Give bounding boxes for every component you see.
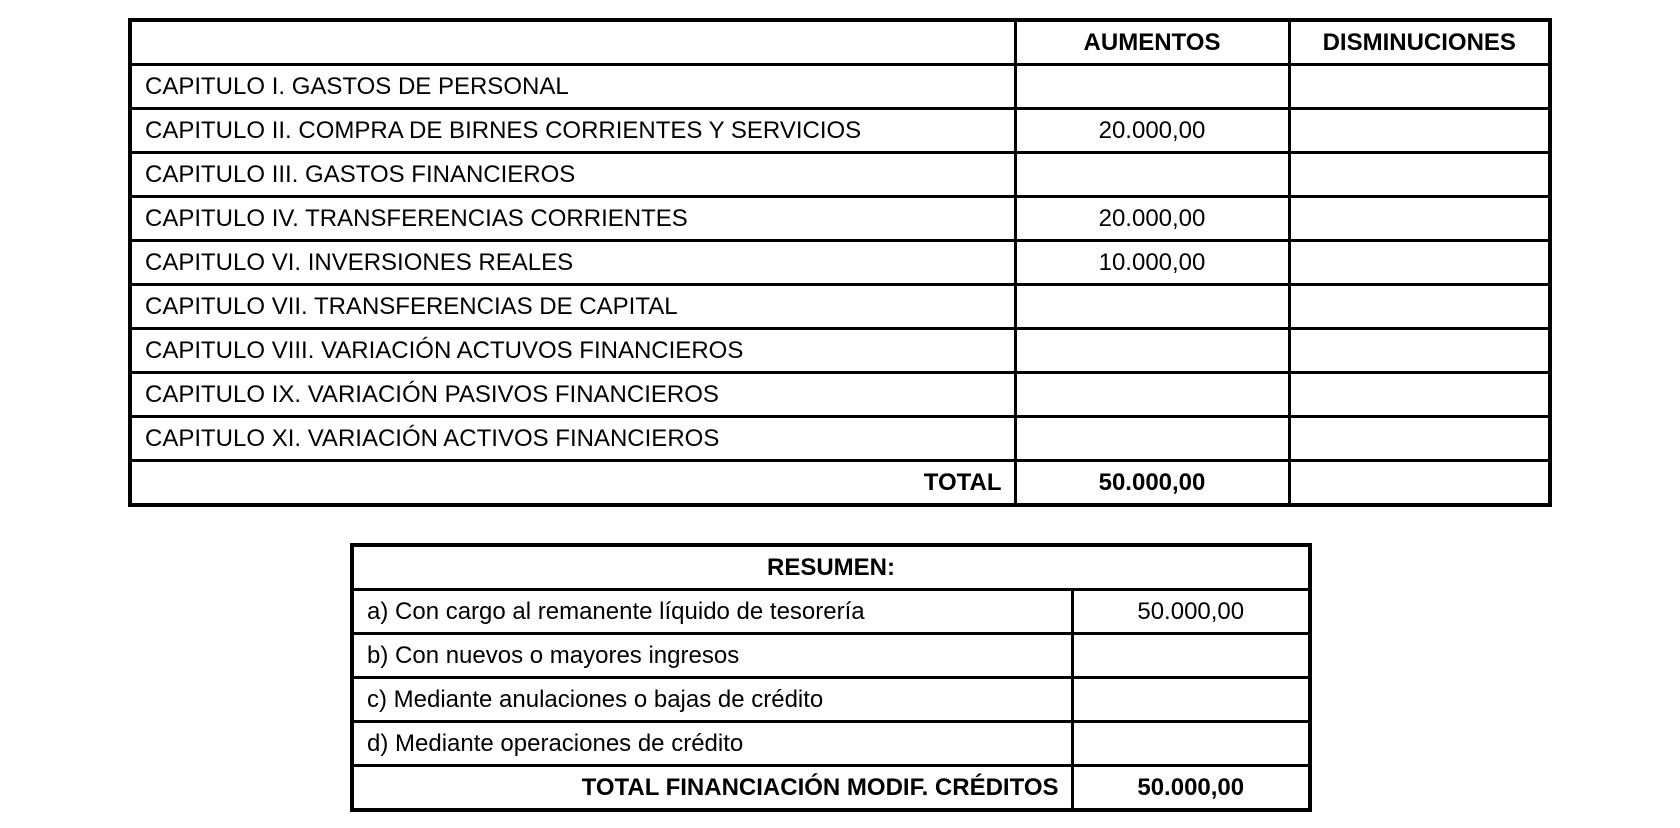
capitulo-label: CAPITULO II. COMPRA DE BIRNES CORRIENTES…: [128, 107, 1017, 154]
capitulo-label: CAPITULO VI. INVERSIONES REALES: [128, 239, 1017, 286]
resumen-value: [1070, 676, 1312, 723]
resumen-rows: a) Con cargo al remanente líquido de tes…: [350, 588, 1312, 767]
capitulos-rows: CAPITULO I. GASTOS DE PERSONAL CAPITULO I…: [128, 63, 1552, 462]
resumen-table: RESUMEN: a) Con cargo al remanente líqui…: [350, 543, 1313, 812]
disminuciones-value: [1287, 239, 1552, 286]
aumentos-value: 20.000,00: [1013, 195, 1291, 242]
resumen-label: a) Con cargo al remanente líquido de tes…: [350, 588, 1074, 635]
resumen-value: [1070, 632, 1312, 679]
disminuciones-value: [1287, 327, 1552, 374]
resumen-label: b) Con nuevos o mayores ingresos: [350, 632, 1074, 679]
resumen-value: 50.000,00: [1070, 588, 1312, 635]
capitulo-label: CAPITULO VII. TRANSFERENCIAS DE CAPITAL: [128, 283, 1017, 330]
table-row: d) Mediante operaciones de crédito: [350, 720, 1312, 767]
capitulos-header-row: AUMENTOS DISMINUCIONES: [128, 18, 1552, 66]
table-row: c) Mediante anulaciones o bajas de crédi…: [350, 676, 1312, 723]
resumen-total-value: 50.000,00: [1070, 764, 1312, 812]
table-row: CAPITULO XI. VARIACIÓN ACTIVOS FINANCIER…: [128, 415, 1552, 462]
resumen-total-row: TOTAL FINANCIACIÓN MODIF. CRÉDITOS 50.00…: [350, 764, 1312, 812]
table-row: a) Con cargo al remanente líquido de tes…: [350, 588, 1312, 635]
aumentos-value: [1013, 327, 1291, 374]
disminuciones-value: [1287, 107, 1552, 154]
table-row: CAPITULO VIII. VARIACIÓN ACTUVOS FINANCI…: [128, 327, 1552, 374]
capitulos-total-disminuciones: [1287, 459, 1552, 507]
aumentos-value: [1013, 63, 1291, 110]
capitulos-table: AUMENTOS DISMINUCIONES CAPITULO I. GASTO…: [128, 18, 1552, 507]
capitulo-label: CAPITULO XI. VARIACIÓN ACTIVOS FINANCIER…: [128, 415, 1017, 462]
resumen-total-label: TOTAL FINANCIACIÓN MODIF. CRÉDITOS: [350, 764, 1074, 812]
capitulos-header-disminuciones: DISMINUCIONES: [1287, 18, 1552, 66]
aumentos-value: [1013, 415, 1291, 462]
capitulo-label: CAPITULO I. GASTOS DE PERSONAL: [128, 63, 1017, 110]
disminuciones-value: [1287, 415, 1552, 462]
capitulos-total-row: TOTAL 50.000,00: [128, 459, 1552, 507]
table-row: CAPITULO VI. INVERSIONES REALES 10.000,00: [128, 239, 1552, 286]
table-row: CAPITULO IV. TRANSFERENCIAS CORRIENTES 20…: [128, 195, 1552, 242]
aumentos-value: [1013, 283, 1291, 330]
resumen-value: [1070, 720, 1312, 767]
disminuciones-value: [1287, 63, 1552, 110]
capitulos-total-aumentos: 50.000,00: [1013, 459, 1291, 507]
disminuciones-value: [1287, 151, 1552, 198]
capitulo-label: CAPITULO IX. VARIACIÓN PASIVOS FINANCIER…: [128, 371, 1017, 418]
table-row: CAPITULO VII. TRANSFERENCIAS DE CAPITAL: [128, 283, 1552, 330]
aumentos-value: [1013, 371, 1291, 418]
table-row: CAPITULO I. GASTOS DE PERSONAL: [128, 63, 1552, 110]
table-row: CAPITULO III. GASTOS FINANCIEROS: [128, 151, 1552, 198]
aumentos-value: 20.000,00: [1013, 107, 1291, 154]
aumentos-value: [1013, 151, 1291, 198]
disminuciones-value: [1287, 195, 1552, 242]
capitulos-header-empty: [128, 18, 1017, 66]
table-row: CAPITULO IX. VARIACIÓN PASIVOS FINANCIER…: [128, 371, 1552, 418]
table-row: CAPITULO II. COMPRA DE BIRNES CORRIENTES…: [128, 107, 1552, 154]
disminuciones-value: [1287, 283, 1552, 330]
resumen-header-row: RESUMEN:: [350, 543, 1312, 591]
capitulo-label: CAPITULO IV. TRANSFERENCIAS CORRIENTES: [128, 195, 1017, 242]
disminuciones-value: [1287, 371, 1552, 418]
capitulo-label: CAPITULO III. GASTOS FINANCIEROS: [128, 151, 1017, 198]
aumentos-value: 10.000,00: [1013, 239, 1291, 286]
resumen-label: c) Mediante anulaciones o bajas de crédi…: [350, 676, 1074, 723]
capitulos-total-label: TOTAL: [128, 459, 1017, 507]
capitulo-label: CAPITULO VIII. VARIACIÓN ACTUVOS FINANCI…: [128, 327, 1017, 374]
resumen-label: d) Mediante operaciones de crédito: [350, 720, 1074, 767]
resumen-title: RESUMEN:: [350, 543, 1312, 591]
table-row: b) Con nuevos o mayores ingresos: [350, 632, 1312, 679]
capitulos-header-aumentos: AUMENTOS: [1013, 18, 1291, 66]
